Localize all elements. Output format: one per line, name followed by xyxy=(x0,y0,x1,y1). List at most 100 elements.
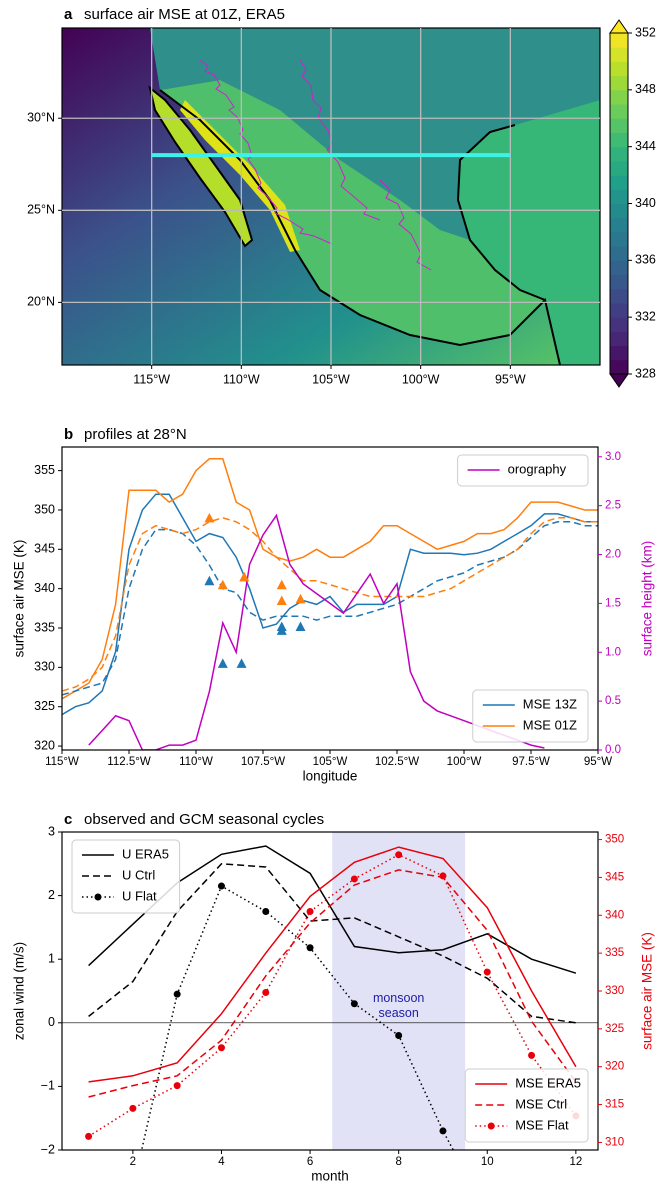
series-marker xyxy=(350,1000,358,1008)
triangle-marker xyxy=(217,658,228,668)
y2-tick-label: 325 xyxy=(605,1023,624,1035)
x-tick-label: 110°W xyxy=(223,372,260,386)
coastal-strip xyxy=(180,100,300,252)
colorbar-band xyxy=(610,246,628,261)
x-tick-label: 2 xyxy=(130,1156,136,1168)
series-line xyxy=(88,869,577,1098)
y-tick-label: −2 xyxy=(41,1142,55,1156)
series-line xyxy=(62,521,598,696)
legend-label: MSE 01Z xyxy=(523,717,577,732)
legend-box xyxy=(464,1068,589,1143)
triangle-marker xyxy=(236,658,247,668)
panel-label: b xyxy=(64,426,73,443)
legend-label: MSE Flat xyxy=(515,1117,569,1132)
colorbar-band xyxy=(610,175,628,190)
series-marker xyxy=(439,872,447,880)
x-tick-label: 105°W xyxy=(313,756,348,768)
triangle-marker xyxy=(217,579,228,590)
legend-marker xyxy=(94,893,102,901)
colorbar-band xyxy=(610,345,628,361)
x-tick-label: 115°W xyxy=(45,756,79,768)
panel-title: surface air MSE at 01Z, ERA5 xyxy=(84,6,285,23)
legend-marker xyxy=(487,1122,495,1130)
series-marker xyxy=(217,1044,225,1052)
series-marker xyxy=(173,1082,181,1090)
series-marker xyxy=(439,1127,447,1135)
legend-label: MSE 13Z xyxy=(523,696,577,711)
x-tick-label: 4 xyxy=(218,1156,225,1168)
y-tick-label: 0 xyxy=(48,1015,55,1029)
colorbar-band xyxy=(610,288,628,304)
x-tick-label: 95°W xyxy=(584,756,612,768)
colorbar-band xyxy=(610,104,628,119)
legend-box xyxy=(472,689,589,743)
x-tick-label: 97.5°W xyxy=(512,756,550,768)
y2-tick-label: 0.5 xyxy=(605,695,621,707)
x-tick-label: 105°W xyxy=(312,372,350,386)
series-marker xyxy=(528,1051,536,1059)
colorbar-band xyxy=(610,260,628,276)
colorbar-band xyxy=(610,189,628,204)
y-tick-label: 345 xyxy=(34,542,55,556)
legend-label: MSE Ctrl xyxy=(515,1096,567,1111)
x-tick-label: 107.5°W xyxy=(241,756,285,768)
y2-axis-label: surface height (km) xyxy=(640,541,655,657)
y2-tick-label: 2.5 xyxy=(605,500,621,512)
legend-box xyxy=(457,454,589,487)
y2-tick-label: 320 xyxy=(605,1061,624,1073)
colorbar-band xyxy=(610,359,628,375)
colorbar-band xyxy=(610,203,628,219)
colorbar-tick-label: 332 xyxy=(635,309,656,323)
y-tick-label: 320 xyxy=(34,738,55,752)
mainland xyxy=(160,80,545,345)
panel-title: observed and GCM seasonal cycles xyxy=(84,811,324,828)
y2-tick-label: 340 xyxy=(605,909,624,921)
colorbar-tick-label: 336 xyxy=(635,253,656,267)
triangle-marker xyxy=(204,575,215,586)
series-marker xyxy=(306,908,314,915)
colorbar-band xyxy=(610,75,628,91)
series-line xyxy=(88,853,577,1138)
gulf-of-mexico xyxy=(458,100,600,365)
series-marker xyxy=(306,944,314,952)
colorbar-extend xyxy=(609,373,629,388)
y2-tick-label: 350 xyxy=(605,834,624,846)
colorbar-band xyxy=(610,274,628,290)
colorbar-band xyxy=(610,331,628,347)
x-tick-label: 95°W xyxy=(495,372,526,386)
y2-tick-label: 1.5 xyxy=(605,597,621,609)
y2-tick-label: 2.0 xyxy=(605,549,621,561)
y2-axis-label: surface air MSE (K) xyxy=(640,932,655,1050)
series-line xyxy=(62,458,598,700)
y2-tick-label: 315 xyxy=(605,1099,624,1111)
x-axis-label: longitude xyxy=(303,769,358,784)
x-tick-label: 102.5°W xyxy=(375,756,419,768)
triangle-marker xyxy=(295,621,306,631)
y2-tick-label: 0.0 xyxy=(605,744,621,756)
colorbar-band xyxy=(610,146,628,162)
legend-label: U ERA5 xyxy=(122,846,169,861)
triangle-marker xyxy=(276,625,287,635)
series-marker xyxy=(483,968,491,976)
orography-contour xyxy=(199,59,432,271)
colorbar-tick-label: 328 xyxy=(635,366,656,380)
y-axis-label: zonal wind (m/s) xyxy=(12,942,27,1040)
y-tick-label: 1 xyxy=(48,951,55,965)
series-line xyxy=(88,513,545,750)
y2-tick-label: 345 xyxy=(605,871,624,883)
legend-label: orography xyxy=(508,461,567,476)
panel-label: a xyxy=(64,6,73,23)
series-line xyxy=(62,517,598,692)
series-marker xyxy=(129,1104,137,1112)
x-tick-label: 112.5°W xyxy=(107,756,151,768)
y-tick-label: 335 xyxy=(34,620,55,634)
colorbar-tick-label: 340 xyxy=(635,196,656,210)
x-tick-label: 100°W xyxy=(402,372,440,386)
legend-label: MSE ERA5 xyxy=(515,1075,581,1090)
y-tick-label: 340 xyxy=(34,581,55,595)
colorbar-band xyxy=(610,61,628,77)
x-tick-label: 110°W xyxy=(179,756,213,768)
colorbar-band xyxy=(610,160,628,176)
y-tick-label: 350 xyxy=(34,502,55,516)
